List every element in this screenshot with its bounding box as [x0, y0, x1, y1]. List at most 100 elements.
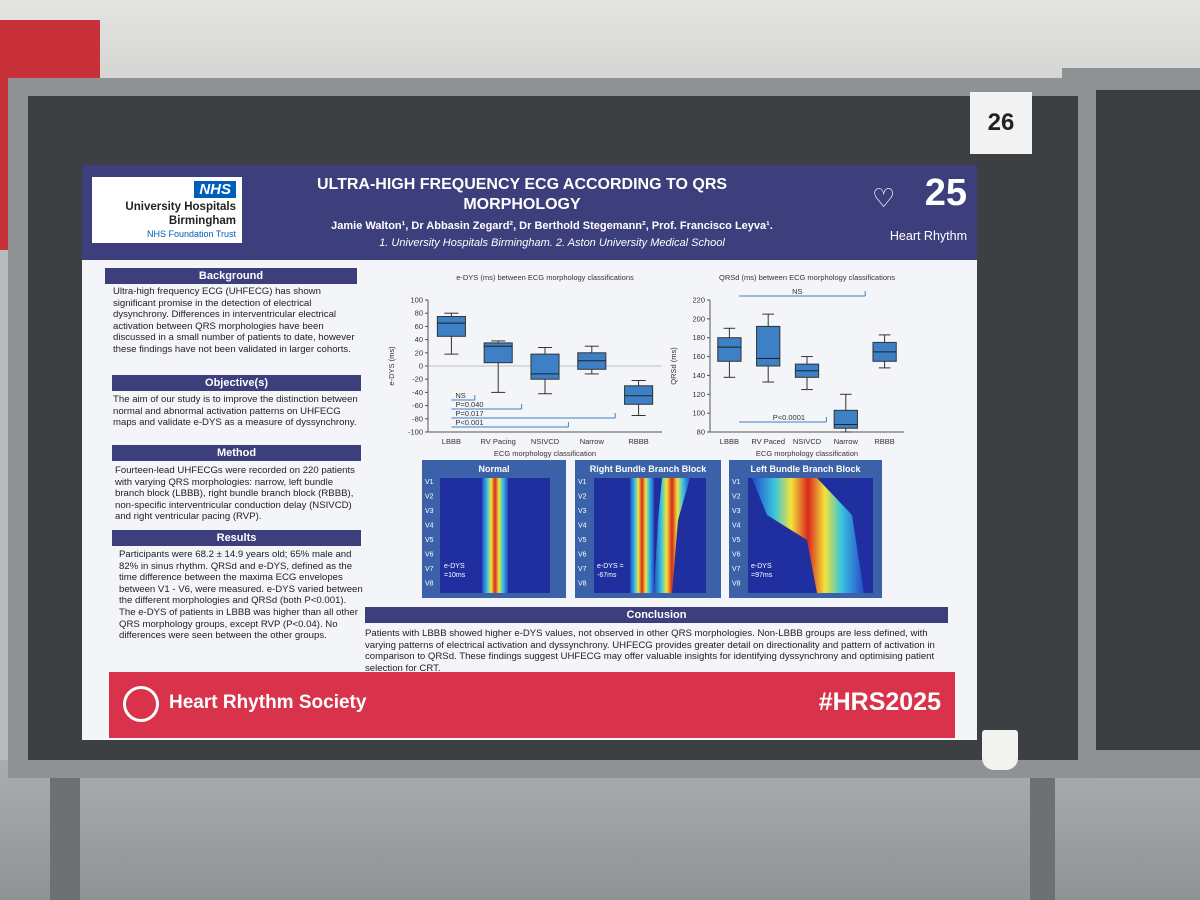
- box: [833, 409, 858, 429]
- panel-title: Right Bundle Branch Block: [590, 464, 708, 474]
- board-number: 26: [970, 92, 1032, 154]
- panel-title: Normal: [478, 464, 509, 474]
- hrs-logo: [123, 686, 159, 722]
- cup: [982, 730, 1018, 770]
- box: [530, 353, 560, 380]
- section-text: Ultra-high frequency ECG (UHFECG) has sh…: [113, 286, 355, 355]
- lead-label: V8: [578, 581, 587, 588]
- significance-label: P=0.040: [455, 400, 483, 409]
- section-heading: Method: [112, 445, 361, 461]
- y-tick-label: 100: [692, 409, 705, 418]
- y-axis-label: QRSd (ms): [669, 347, 678, 385]
- box: [436, 316, 466, 337]
- x-tick-label: NSIVCD: [531, 437, 560, 446]
- y-tick-label: -80: [412, 414, 423, 423]
- poster: NHS University Hospitals Birmingham NHS …: [82, 165, 977, 740]
- nhs-line: NHS Foundation Trust: [146, 229, 236, 239]
- section-heading: Background: [105, 268, 357, 284]
- nhs-line: Birmingham: [168, 215, 236, 227]
- e-dys-note: e-DYS =97ms: [751, 563, 773, 579]
- y-tick-label: -20: [412, 375, 423, 384]
- chart-title: QRSd (ms) between ECG morphology classif…: [719, 273, 895, 282]
- chart-title: e-DYS (ms) between ECG morphology classi…: [456, 273, 634, 282]
- affiliations: 1. University Hospitals Birmingham. 2. A…: [379, 237, 725, 249]
- activation-band: [482, 478, 508, 593]
- heatmaps: Normal V1 V2 V3 V4 V5 V6 V7 V8 e-DYS =10ms Right Bu…: [422, 460, 882, 598]
- activation-band: [654, 478, 690, 593]
- y-tick-label: 100: [410, 296, 423, 305]
- box: [624, 385, 654, 405]
- hr-logo-text: Heart Rhythm: [889, 229, 967, 243]
- lead-label: V3: [578, 508, 587, 515]
- section-heading: Objective(s): [112, 375, 361, 391]
- section-text: Participants were 68.2 ± 14.9 years old;…: [119, 549, 363, 642]
- section-text: Fourteen-lead UHFECGs were recorded on 2…: [115, 465, 355, 523]
- box: [717, 337, 742, 362]
- section-text: The aim of our study is to improve the d…: [113, 394, 358, 429]
- panel-title: Left Bundle Branch Block: [750, 464, 861, 474]
- lead-label: V6: [732, 552, 741, 559]
- x-tick-label: LBBB: [442, 437, 461, 446]
- lead-label: V4: [732, 523, 741, 530]
- significance-label: NS: [455, 391, 465, 400]
- section-heading: Conclusion: [365, 607, 948, 623]
- poster-title: ULTRA-HIGH FREQUENCY ECG ACCORDING TO QR…: [316, 176, 728, 213]
- y-tick-label: 80: [697, 428, 705, 437]
- y-tick-label: 0: [419, 362, 423, 371]
- lead-label: V7: [425, 566, 434, 573]
- x-tick-label: Narrow: [834, 437, 859, 446]
- authors: Jamie Walton¹, Dr Abbasin Zegard², Dr Be…: [331, 220, 773, 232]
- significance-label: P<0.0001: [773, 413, 805, 422]
- lead-label: V8: [425, 581, 434, 588]
- nhs-line: University Hospitals: [125, 201, 236, 213]
- y-tick-label: 80: [415, 309, 423, 318]
- y-tick-label: -60: [412, 401, 423, 410]
- activation-band: [752, 478, 864, 593]
- x-tick-label: RV Paced: [751, 437, 785, 446]
- y-tick-label: 20: [415, 348, 423, 357]
- board-leg: [1030, 770, 1055, 900]
- significance-label: NS: [792, 287, 802, 296]
- x-axis-label: ECG morphology classification: [494, 449, 596, 458]
- lead-label: V5: [578, 537, 587, 544]
- y-tick-label: 120: [692, 390, 705, 399]
- floor: [0, 760, 1200, 900]
- y-tick-label: 220: [692, 296, 705, 305]
- hr-logo-heart: ♡: [872, 183, 896, 213]
- lead-label: V5: [425, 537, 434, 544]
- y-tick-label: 60: [415, 322, 423, 331]
- x-tick-label: LBBB: [720, 437, 739, 446]
- society-name: Heart Rhythm Society: [169, 692, 367, 713]
- x-tick-label: RV Pacing: [481, 437, 516, 446]
- y-tick-label: 160: [692, 352, 705, 361]
- ceiling: [0, 0, 1200, 90]
- e-dys-note: e-DYS = -67ms: [597, 563, 624, 579]
- x-tick-label: Narrow: [580, 437, 605, 446]
- box-chart: QRSd (ms) between ECG morphology classif…: [669, 273, 904, 458]
- lead-label: V2: [732, 494, 741, 501]
- lead-label: V3: [425, 508, 434, 515]
- lead-label: V7: [578, 566, 587, 573]
- x-tick-label: RBBB: [874, 437, 894, 446]
- hr-logo-number: 25: [924, 172, 967, 214]
- y-tick-label: 40: [415, 335, 423, 344]
- lead-label: V1: [732, 479, 741, 486]
- lead-label: V6: [578, 552, 587, 559]
- significance-label: P<0.001: [455, 418, 483, 427]
- lead-label: V7: [732, 566, 741, 573]
- adjacent-board-felt: [1080, 90, 1200, 750]
- lead-label: V4: [425, 523, 434, 530]
- section-heading: Results: [112, 530, 361, 546]
- lead-label: V8: [732, 581, 741, 588]
- box-chart: e-DYS (ms) between ECG morphology classi…: [387, 273, 662, 458]
- lead-label: V1: [425, 479, 434, 486]
- significance-label: P=0.017: [455, 409, 483, 418]
- lead-label: V5: [732, 537, 741, 544]
- footer: Heart Rhythm Society #HRS2025: [109, 672, 955, 738]
- y-tick-label: -100: [408, 428, 423, 437]
- y-tick-label: 180: [692, 333, 705, 342]
- y-tick-label: -40: [412, 388, 423, 397]
- x-tick-label: NSIVCD: [793, 437, 822, 446]
- activation-band: [630, 478, 654, 593]
